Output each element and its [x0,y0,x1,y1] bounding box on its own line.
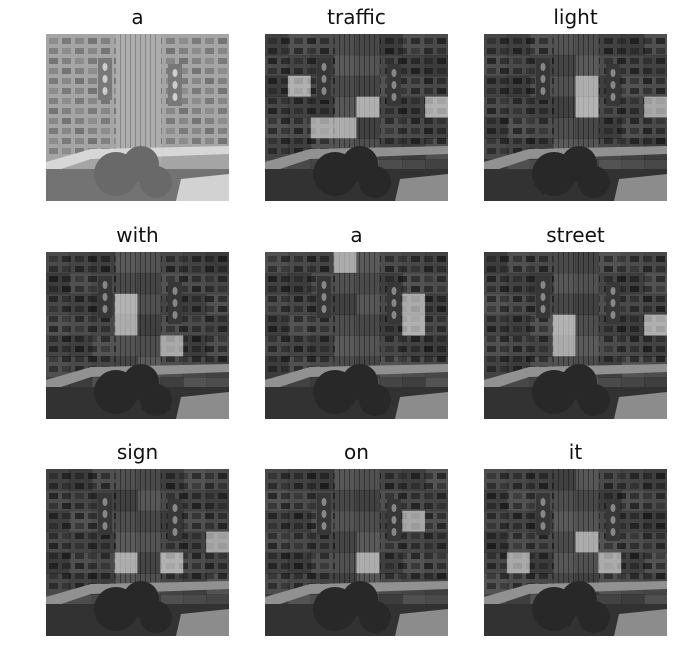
panel-title: sign [116,440,159,464]
attention-image [46,469,229,636]
attention-highlight [114,552,138,574]
attention-highlight [333,117,357,139]
wall-edge [46,364,229,392]
tree [578,384,610,416]
attention-highlight [287,75,311,97]
attention-highlight [506,552,530,574]
tree [578,166,610,198]
attention-highlight [575,96,599,118]
panel-title: a [131,5,144,29]
attention-highlight [552,314,576,336]
attention-highlight [402,314,426,336]
attention-highlight [160,335,184,357]
attention-highlight [644,96,667,118]
tree [359,384,391,416]
wall-edge [484,364,667,392]
center-column [116,469,161,599]
panel-title: a [350,223,363,247]
attention-highlight [160,552,184,574]
tree [140,601,172,633]
attention-highlight [575,531,599,553]
wall-edge [265,146,448,174]
center-column [335,252,380,382]
panel-title: with [116,223,159,247]
attention-highlight [552,335,576,357]
center-column [116,34,161,164]
panel-title: it [568,440,583,464]
tree [578,601,610,633]
attention-highlight [356,552,380,574]
wall-edge [46,581,229,609]
attention-image [265,469,448,636]
panel-image [46,469,229,636]
tree [140,166,172,198]
panel-image [484,469,667,636]
tree [359,601,391,633]
panel-title: street [546,223,605,247]
panel-image [484,34,667,201]
panel-image [265,34,448,201]
attention-highlight [402,510,426,532]
wall-edge [484,146,667,174]
panel-title: on [344,440,369,464]
attention-highlight [114,314,138,336]
attention-highlight [356,96,380,118]
attention-highlight [310,117,334,139]
attention-highlight [598,552,622,574]
wall-edge [484,581,667,609]
panel-image [484,252,667,419]
wall-edge [46,146,229,174]
attention-highlight [114,293,138,315]
panel-title: light [553,5,598,29]
wall-edge [265,581,448,609]
panel-title: traffic [327,5,386,29]
attention-highlight [575,75,599,97]
attention-image [46,252,229,419]
panel-image [265,252,448,419]
center-column [335,469,380,599]
attention-image [265,252,448,419]
attention-highlight [206,531,229,553]
panel-image [46,34,229,201]
attention-image [46,34,229,201]
attention-image [484,34,667,201]
tree [140,384,172,416]
attention-highlight [425,96,448,118]
attention-image [484,469,667,636]
panel-image [46,252,229,419]
attention-highlight [644,314,667,336]
panel-image [265,469,448,636]
attention-highlight [402,293,426,315]
wall-edge [265,364,448,392]
tree [359,166,391,198]
attention-image [265,34,448,201]
attention-image [484,252,667,419]
attention-highlight [333,252,357,273]
